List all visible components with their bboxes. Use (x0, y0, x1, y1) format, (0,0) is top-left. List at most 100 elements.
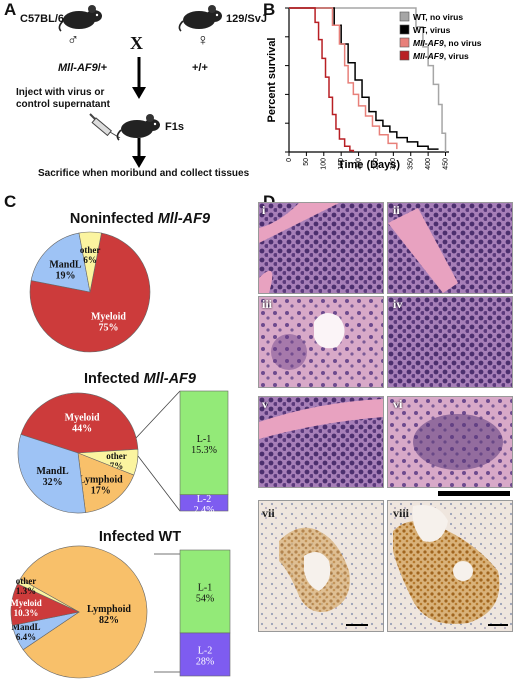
legend-label: WT, no virus (413, 12, 463, 22)
pie-label: Myeloid (91, 311, 126, 322)
x-tick-label: 350 (408, 158, 415, 170)
x-tick-label: 400 (425, 158, 432, 170)
legend-swatch (399, 24, 410, 35)
mouse-icon (58, 5, 102, 32)
panel-d-label-i: i (262, 203, 266, 217)
panel-label-a: A (4, 0, 17, 19)
series-line (289, 7, 439, 150)
series-line (289, 7, 355, 152)
mouse-icon (178, 5, 222, 32)
pie-slice (17, 578, 80, 613)
breakdown-segment (179, 494, 229, 512)
legend-swatch (399, 37, 410, 48)
pie-label: Myeloid (65, 412, 100, 423)
arrow-down-icon (132, 138, 146, 168)
breakdown-label: L-1 (197, 434, 211, 445)
x-axis-label: Time (Days) (338, 159, 400, 171)
histology-image-iii (258, 296, 384, 388)
arrow-down-icon (132, 57, 146, 99)
pie2-title: Infected Mll-AF9 (84, 371, 196, 387)
pie-label: Lymphoid (87, 604, 131, 615)
male-symbol: ♂ (67, 32, 79, 49)
pie-slice (77, 452, 135, 513)
connector-line (135, 390, 181, 439)
histology-image-ii (387, 202, 513, 294)
pie-value: 7% (110, 461, 124, 471)
pie-slice (78, 231, 102, 293)
pie-slice (30, 232, 91, 293)
histology-image-i (258, 202, 384, 294)
pie-value: 19% (55, 270, 75, 281)
survival-chart: 0 50 100 150 200 250 300 350 400 450 Percent survi… (266, 7, 482, 171)
breakdown-value: 28% (196, 656, 214, 667)
x-tick-label: 200 (355, 158, 362, 170)
genotype-mll-af9: Mll-AF9/+ (58, 62, 108, 74)
inject-text-line2: control supernatant (16, 99, 110, 110)
pie-value: 6% (83, 255, 97, 265)
pie-label: MandL (49, 259, 82, 270)
legend-label: Mll-AF9, no virus (413, 38, 482, 48)
pie-slice (17, 434, 86, 514)
panel-d-label-v: v (262, 397, 268, 411)
sacrifice-text: Sacrifice when moribund and collect tiss… (38, 168, 250, 179)
panel-d-label-viii: viii (393, 506, 410, 520)
pie-label: MandL (36, 466, 69, 477)
legend-swatch (399, 50, 410, 61)
f1-label: F1s (165, 121, 184, 133)
panel-label-b: B (263, 0, 276, 19)
x-tick-label: 0 (286, 158, 293, 162)
panel-d-label-iv: iv (393, 297, 403, 311)
x-tick-label: 450 (442, 158, 449, 170)
genotype-wt: +/+ (192, 62, 208, 74)
breakdown-label: L-2 (198, 645, 212, 656)
histology-image-iv (387, 296, 513, 388)
pie-value: 32% (43, 477, 63, 488)
mouse-icon (116, 114, 160, 141)
pie1-title: Noninfected Mll-AF9 (69, 211, 211, 227)
female-symbol: ♀ (197, 32, 209, 49)
histology-image-vii (258, 500, 384, 632)
series-line (289, 7, 447, 152)
pie-value: 6.4% (16, 632, 36, 642)
breakdown-segment (179, 632, 231, 677)
panel-d-label-vii: vii (262, 506, 275, 520)
legend-label: WT, virus (413, 25, 451, 35)
breakdown-value: 15.3% (191, 445, 217, 456)
pie-value: 75% (98, 322, 118, 333)
pie-label: Myeloid (10, 598, 42, 608)
cross-symbol: X (130, 33, 143, 53)
pie-label: other (106, 451, 127, 461)
x-tick-label: 150 (338, 158, 345, 170)
pie-value: 10.3% (14, 608, 39, 618)
connector-line (137, 455, 181, 512)
histology-image-viii (387, 500, 513, 632)
x-tick-label: 50 (303, 158, 310, 166)
pie3-title: Infected WT (98, 529, 182, 545)
pie-label: MandL (11, 622, 40, 632)
pie-slice (19, 545, 148, 679)
strain-c57bl6: C57BL/6 (20, 13, 65, 25)
pie-value: 44% (72, 423, 92, 434)
scale-bar (438, 491, 510, 496)
syringe-icon (89, 113, 121, 138)
inject-text-line1: Inject with virus or (16, 87, 105, 98)
x-tick-label: 300 (390, 158, 397, 170)
breakdown-label: L-2 (197, 494, 211, 505)
histology-image-v (258, 396, 384, 488)
breakdown-segment (179, 390, 229, 496)
pie-label: Lymphoid (79, 474, 123, 485)
pie-label: other (16, 576, 37, 586)
y-axis-label: Percent survival (266, 38, 278, 123)
breakdown-label: L-1 (198, 582, 212, 593)
panel-label-c: C (4, 192, 17, 211)
legend-swatch (399, 11, 410, 22)
scale-bar (488, 624, 508, 626)
x-tick-label: 100 (321, 158, 328, 170)
panel-d-label-vi: vi (393, 397, 403, 411)
histology-image-vi (387, 396, 513, 488)
strain-129svj: 129/SvJ (226, 13, 267, 25)
pie-value: 82% (99, 615, 119, 626)
pie-slice (20, 392, 139, 454)
